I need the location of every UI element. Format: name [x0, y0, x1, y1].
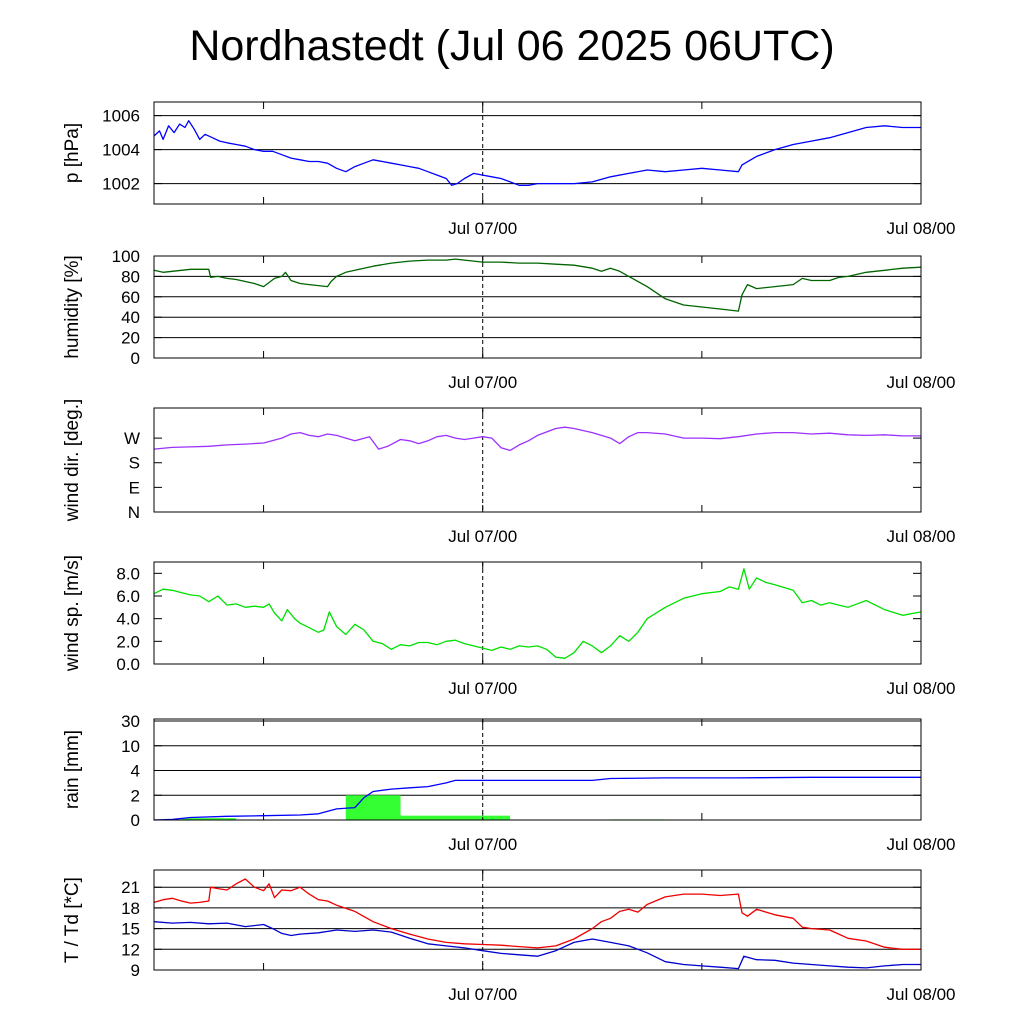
wind-direction-ytick-label: W [124, 429, 140, 448]
temperature-ytick-label: 18 [121, 899, 140, 918]
wind-speed-series-1 [153, 568, 922, 659]
humidity-ytick-label: 60 [121, 288, 140, 307]
wind-direction-xtick-label: Jul 07/00 [448, 527, 517, 546]
rain-panel [153, 718, 922, 821]
humidity-ytick-label: 80 [121, 267, 140, 286]
humidity-frame [153, 255, 922, 359]
humidity-series-1 [153, 258, 922, 312]
rain-xtick-label: Jul 07/00 [448, 835, 517, 854]
wind-speed-xtick-label: Jul 07/00 [448, 679, 517, 698]
rain-frame [153, 718, 922, 821]
wind-speed-ytick-label: 2.0 [116, 632, 140, 651]
wind-direction-series-1 [153, 426, 921, 452]
temperature-xtick-label: Jul 08/00 [887, 985, 956, 1004]
humidity-xtick-label: Jul 08/00 [887, 373, 956, 392]
wind-direction-panel [153, 407, 922, 513]
rain-ytick-label: 10 [121, 737, 140, 756]
wind-speed-xtick-label: Jul 08/00 [887, 679, 956, 698]
wind-speed-ytick-label: 6.0 [116, 587, 140, 606]
pressure-xtick-label: Jul 07/00 [448, 219, 517, 238]
temperature-ylabel: T / Td [*C] [62, 877, 83, 963]
humidity-ylabel: humidity [%] [62, 255, 83, 358]
rain-ytick-label: 4 [131, 762, 140, 781]
page-title: Nordhastedt (Jul 06 2025 06UTC) [189, 22, 835, 70]
humidity-ytick-label: 0 [131, 349, 140, 368]
wind-speed-ylabel: wind sp. [m/s] [62, 555, 83, 672]
humidity-xtick-label: Jul 07/00 [448, 373, 517, 392]
wind-direction-ytick-label: E [129, 478, 140, 497]
pressure-frame [153, 101, 922, 205]
rain-series-1 [153, 776, 921, 821]
humidity-ytick-label: 100 [112, 247, 140, 266]
wind-direction-ytick-label: S [129, 454, 140, 473]
pressure-ytick-label: 1004 [102, 141, 140, 160]
temperature-ytick-label: 9 [131, 961, 140, 980]
temperature-series-2 [153, 921, 921, 970]
pressure-ytick-label: 1002 [102, 175, 140, 194]
pressure-ytick-label: 1006 [102, 107, 140, 126]
temperature-panel [153, 869, 922, 971]
wind-speed-panel [153, 561, 922, 665]
rain-ytick-label: 2 [131, 786, 140, 805]
pressure-panel [153, 101, 922, 205]
wind-speed-ytick-label: 4.0 [116, 610, 140, 629]
pressure-ylabel: p [hPa] [62, 123, 83, 183]
temperature-xtick-label: Jul 07/00 [448, 985, 517, 1004]
wind-speed-frame [153, 561, 922, 665]
rain-ytick-label: 0 [131, 811, 140, 830]
temperature-ytick-label: 15 [121, 920, 140, 939]
temperature-ytick-label: 21 [121, 878, 140, 897]
humidity-panel [153, 255, 922, 359]
temperature-series-1 [153, 878, 921, 950]
humidity-ytick-label: 40 [121, 308, 140, 327]
humidity-ytick-label: 20 [121, 329, 140, 348]
rain-bar [400, 815, 511, 820]
wind-direction-xtick-label: Jul 08/00 [887, 527, 956, 546]
temperature-frame [153, 869, 922, 971]
temperature-ytick-label: 12 [121, 940, 140, 959]
rain-ytick-label: 30 [121, 712, 140, 731]
pressure-series-1 [153, 120, 921, 186]
rain-xtick-label: Jul 08/00 [887, 835, 956, 854]
pressure-xtick-label: Jul 08/00 [887, 219, 956, 238]
wind-direction-frame [153, 407, 922, 513]
wind-speed-ytick-label: 0.0 [116, 655, 140, 674]
wind-direction-ytick-label: N [128, 503, 140, 522]
wind-speed-ytick-label: 8.0 [116, 564, 140, 583]
rain-bar [181, 818, 237, 820]
wind-direction-ylabel: wind dir. [deg.] [62, 399, 83, 523]
rain-ylabel: rain [mm] [62, 730, 83, 809]
